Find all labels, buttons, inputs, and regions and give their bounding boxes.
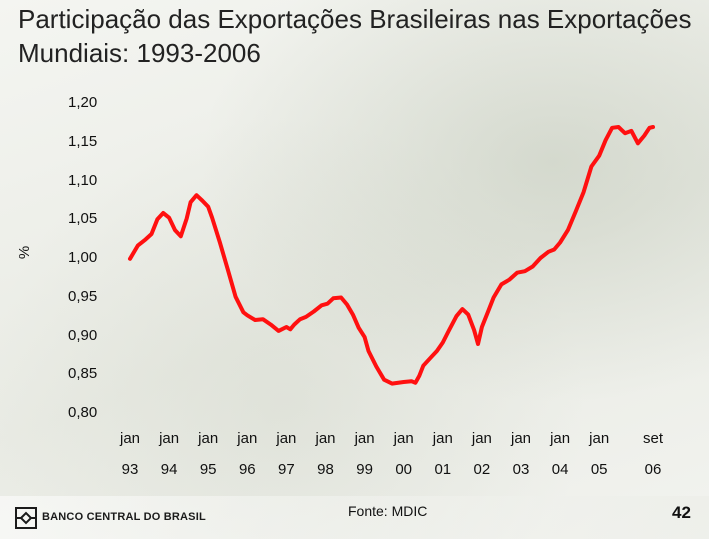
- x-tick-year: 01: [434, 461, 452, 478]
- y-tick-label: 1,05: [68, 210, 98, 228]
- series-line-participacao: [128, 125, 655, 386]
- x-tick-month: jan: [589, 430, 610, 447]
- y-tick-label: 0,85: [68, 365, 98, 383]
- footer-bar: [0, 496, 709, 539]
- x-tick-year: 04: [551, 461, 569, 478]
- y-tick-label: 1,10: [68, 171, 98, 189]
- x-tick-year: 00: [395, 461, 413, 478]
- x-tick-year: 02: [473, 461, 491, 478]
- x-tick-year: 93: [121, 461, 139, 478]
- x-tick-month: jan: [393, 430, 414, 447]
- chart-title: Participação das Exportações Brasileiras…: [18, 4, 692, 68]
- x-tick-year: 94: [160, 461, 178, 478]
- page-number: 42: [672, 503, 691, 522]
- x-tick-month: jan: [471, 430, 492, 447]
- y-tick-label: 0,80: [68, 404, 98, 421]
- x-tick-year: 06: [644, 461, 662, 478]
- bank-logo: BANCO CENTRAL DO BRASIL: [14, 506, 214, 530]
- y-tick-label: 1,15: [68, 132, 98, 150]
- x-tick-month: set: [642, 430, 663, 447]
- y-tick-label: 1,20: [68, 94, 98, 111]
- y-tick-label: 0,90: [68, 326, 98, 344]
- bank-logo-icon: [15, 507, 37, 529]
- x-tick-year: 03: [512, 461, 530, 478]
- x-tick-year: 05: [590, 461, 608, 478]
- x-tick-year: 96: [238, 461, 256, 478]
- x-tick-month: jan: [510, 430, 532, 447]
- x-tick-month: jan: [119, 430, 141, 447]
- source-note: Fonte: MDIC: [348, 503, 428, 519]
- x-tick-month: jan: [432, 430, 453, 447]
- x-tick-year: 99: [356, 461, 373, 478]
- x-tick-month: jan: [354, 430, 375, 447]
- x-tick-month: jan: [237, 430, 258, 447]
- x-tick-year: 98: [317, 461, 334, 478]
- x-tick-year: 95: [199, 461, 217, 478]
- x-tick-year: 97: [278, 461, 295, 478]
- x-tick-month: jan: [198, 430, 219, 447]
- x-tick-month: jan: [550, 430, 571, 447]
- y-tick-label: 0,95: [68, 287, 98, 305]
- bank-name: BANCO CENTRAL DO BRASIL: [42, 511, 206, 523]
- x-tick-month: jan: [159, 430, 180, 447]
- x-tick-month: jan: [315, 430, 336, 447]
- y-tick-label: 1,00: [68, 249, 98, 266]
- x-tick-month: jan: [276, 430, 297, 447]
